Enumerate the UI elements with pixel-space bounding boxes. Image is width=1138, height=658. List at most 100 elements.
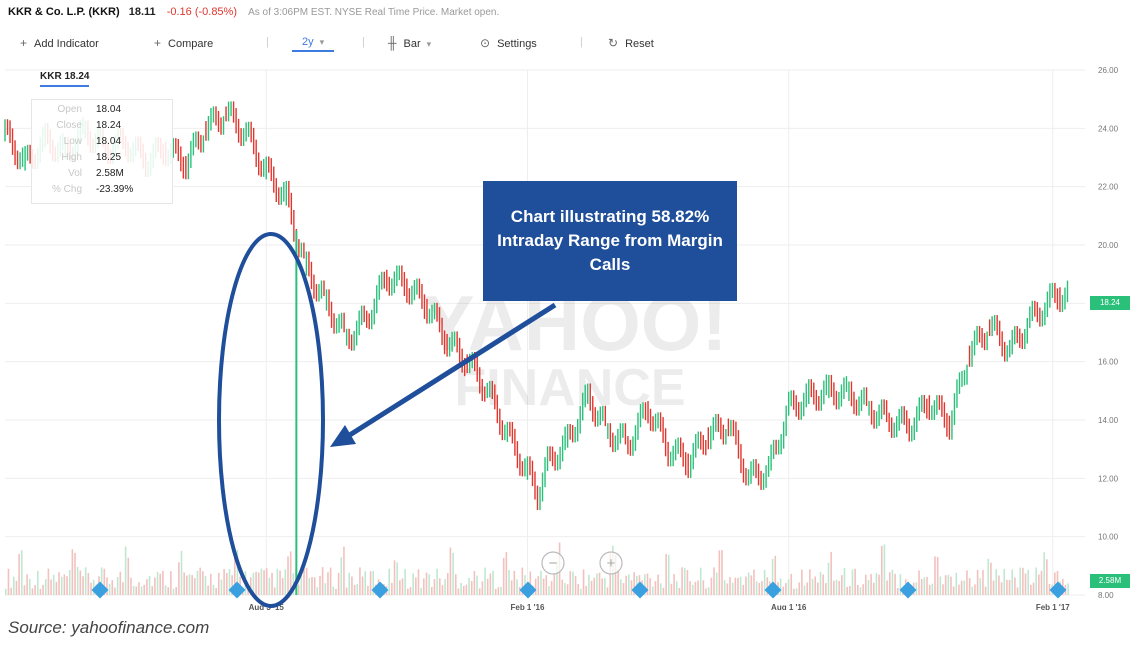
volume-bar [633,572,635,595]
volume-bar [1043,552,1045,595]
volume-bar [473,570,476,595]
volume-bar [984,586,987,595]
volume-bar [596,573,598,595]
chart-type-select[interactable]: ╫ Bar ▾ [388,36,432,50]
volume-bar [1054,572,1056,595]
volume-bar [537,576,540,595]
volume-bar [827,562,830,595]
volume-bar [976,569,979,595]
volume-bar [271,572,273,595]
reset-button[interactable]: ↻ Reset [608,36,654,50]
volume-bar [148,575,151,595]
volume-bar [998,575,1000,595]
volume-bar [606,587,609,595]
settings-button[interactable]: ⊙ Settings [480,36,537,50]
volume-bar [950,576,952,595]
volume-bar [183,572,185,595]
volume-bar [1014,577,1016,595]
volume-bar [321,567,324,595]
volume-bar [305,567,308,595]
volume-bar [215,588,217,595]
volume-bar [194,578,196,595]
volume-bar [1003,568,1006,595]
info-row: High 18.25 [61,152,122,163]
compare-button[interactable]: + Compare [154,36,214,50]
event-marker-icon [371,581,389,599]
volume-bar [689,581,691,595]
volume-bar [726,583,729,595]
volume-bar [207,585,209,595]
volume-bar [915,582,918,595]
volume-bar [361,576,364,595]
volume-bar [7,568,10,595]
volume-bar [593,577,596,595]
volume-tag: 2.58M [1090,574,1130,588]
volume-bar [186,575,188,595]
volume-bar [779,578,782,595]
volume-bar [340,557,343,595]
volume-bar [628,574,630,595]
volume-bar [926,576,928,595]
y-axis-ticks: 26.0024.0022.0020.0018.0016.0014.0012.00… [1098,66,1119,600]
volume-bar [60,576,63,595]
volume-bar [401,578,404,595]
volume-bar [111,580,114,595]
volume-bar [574,575,577,595]
volume-bar [199,567,201,595]
volume-bar [348,572,351,595]
volume-bar [774,555,777,595]
volume-bar [218,572,220,595]
volume-bar [1011,569,1014,595]
volume-bar [952,586,955,595]
volume-bar [694,581,697,595]
add-indicator-button[interactable]: + Add Indicator [20,36,99,50]
volume-bar [540,570,542,595]
volume-bar [614,555,617,595]
symbol-label: KKR 18.24 [40,71,90,87]
volume-bar [630,580,633,595]
volume-bar [761,581,763,595]
volume-bar [851,569,854,595]
volume-bar [388,568,390,595]
zoom-controls: − + [541,551,623,575]
volume-bar [880,545,883,595]
volume-bar [697,580,699,595]
volume-bar [750,575,753,595]
volume-bar [202,571,204,595]
volume-bar [420,587,422,595]
volume-bar [140,586,143,595]
volume-bar [745,576,747,595]
callout-arrow-shaft [343,302,557,441]
volume-bar [755,581,758,595]
volume-bar [875,573,878,595]
volume-bar [577,583,580,595]
volume-bar [122,582,124,595]
range-select[interactable]: 2y ▾ [292,36,335,52]
reset-icon: ↻ [608,36,619,50]
volume-bar [806,582,809,595]
volume-bar [356,584,359,595]
volume-bar [119,571,122,595]
volume-bar [705,588,707,595]
highlight-ellipse [217,232,325,608]
volume-bar [710,577,713,595]
volume-bar [417,569,420,595]
volume-bar [963,580,966,595]
source-caption: Source: yahoofinance.com [8,618,210,637]
volume-bar [460,582,462,595]
volume-bar [476,575,478,595]
volume-bar [364,571,367,595]
volume-bar [231,575,233,595]
volume-bar [412,573,414,595]
volume-bar [124,546,127,595]
volume-bar [343,546,345,595]
volume-bar [1032,582,1035,595]
volume-bar [870,574,872,595]
volume-bar [849,585,851,595]
volume-bar [867,580,870,595]
volume-bar [100,567,103,595]
volume-bar [992,580,995,595]
volume-bar [58,572,60,595]
volume-bar [225,573,228,595]
volume-bar [223,568,225,595]
